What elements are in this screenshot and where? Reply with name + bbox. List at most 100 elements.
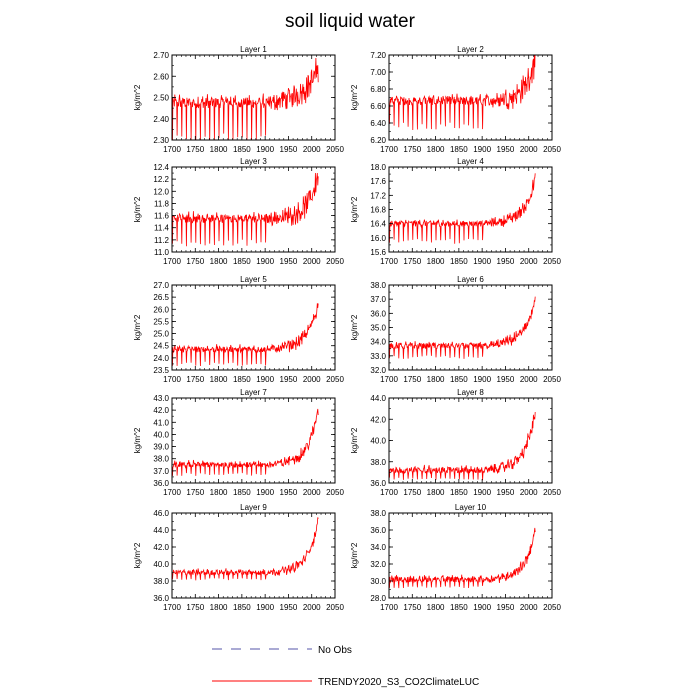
x-tick-label: 1700	[380, 488, 398, 497]
panel-layer-10: 1700 1750 1800 1850 1900 1950 2000 2050 28.0 30.0…	[350, 503, 561, 612]
x-tick-label: 1750	[186, 257, 204, 266]
y-tick-label: 11.4	[154, 224, 170, 233]
x-tick-label: 1850	[450, 488, 468, 497]
y-tick-label: 11.0	[154, 248, 170, 257]
y-axis-label: kg/m^2	[350, 84, 359, 110]
panel-layer-2: 1700 1750 1800 1850 1900 1950 2000 2050 6.20 6.40…	[350, 45, 561, 154]
x-tick-label: 1850	[233, 488, 251, 497]
y-tick-label: 32.0	[370, 560, 386, 569]
y-tick-label: 35.0	[370, 324, 386, 333]
x-tick-label: 1700	[163, 488, 181, 497]
y-tick-label: 11.8	[154, 199, 170, 208]
y-tick-label: 44.0	[370, 394, 386, 403]
x-tick-label: 2050	[543, 375, 561, 384]
panel-title: Layer 5	[240, 275, 267, 284]
x-tick-label: 1700	[163, 145, 181, 154]
x-tick-label: 1800	[427, 488, 445, 497]
y-tick-label: 16.8	[370, 206, 386, 215]
x-tick-label: 1750	[403, 603, 421, 612]
panel-layer-1: 1700 1750 1800 1850 1900 1950 2000 2050 2.30 2.40…	[133, 45, 344, 154]
panel-title: Layer 6	[457, 275, 484, 284]
model-line	[172, 408, 319, 476]
y-tick-label: 43.0	[153, 394, 169, 403]
y-tick-label: 16.0	[370, 234, 386, 243]
x-tick-label: 2000	[303, 375, 321, 384]
panel-title: Layer 4	[457, 157, 484, 166]
x-tick-label: 1900	[473, 488, 491, 497]
x-tick-label: 1800	[427, 145, 445, 154]
y-tick-label: 38.0	[370, 281, 386, 290]
y-tick-label: 11.6	[154, 212, 170, 221]
y-tick-label: 36.0	[370, 526, 386, 535]
panel-title: Layer 10	[455, 503, 487, 512]
x-tick-label: 1950	[280, 488, 298, 497]
model-line	[389, 55, 536, 131]
x-tick-label: 1800	[210, 145, 228, 154]
x-tick-label: 1750	[403, 145, 421, 154]
x-tick-label: 1900	[473, 145, 491, 154]
plot-frame	[171, 54, 336, 141]
x-tick-label: 1750	[186, 375, 204, 384]
y-tick-label: 2.40	[153, 115, 169, 124]
y-tick-label: 39.0	[153, 443, 169, 452]
y-axis-label: kg/m^2	[133, 427, 142, 453]
y-tick-label: 2.50	[153, 94, 169, 103]
x-tick-label: 1850	[233, 375, 251, 384]
y-tick-label: 32.0	[370, 366, 386, 375]
x-tick-label: 2000	[520, 145, 538, 154]
x-tick-label: 2000	[303, 257, 321, 266]
x-tick-label: 1750	[403, 375, 421, 384]
y-tick-label: 38.0	[153, 577, 169, 586]
y-tick-label: 28.0	[370, 594, 386, 603]
y-axis-label: kg/m^2	[133, 314, 142, 340]
panel-layer-7: 1700 1750 1800 1850 1900 1950 2000 2050 36.0 37.0…	[133, 388, 344, 497]
y-tick-label: 26.0	[153, 305, 169, 314]
figure-title: soil liquid water	[285, 11, 416, 32]
plot-frame	[171, 512, 336, 599]
x-tick-label: 1950	[280, 603, 298, 612]
x-tick-label: 1800	[427, 603, 445, 612]
panel-layer-9: 1700 1750 1800 1850 1900 1950 2000 2050 36.0 38.0…	[133, 503, 344, 612]
panel-title: Layer 2	[457, 45, 484, 54]
model-line	[389, 527, 536, 589]
y-tick-label: 37.0	[153, 467, 169, 476]
legend-entry: TRENDY2020_S3_CO2ClimateLUC	[212, 677, 479, 688]
y-tick-label: 36.0	[153, 479, 169, 488]
x-tick-label: 1900	[256, 375, 274, 384]
x-tick-label: 1750	[403, 488, 421, 497]
legend-label: TRENDY2020_S3_CO2ClimateLUC	[318, 677, 479, 688]
x-tick-label: 2050	[326, 603, 344, 612]
x-tick-label: 1900	[473, 257, 491, 266]
y-axis-label: kg/m^2	[133, 84, 142, 110]
panel-layer-6: 1700 1750 1800 1850 1900 1950 2000 2050 32.0 33.0…	[350, 275, 561, 384]
model-line	[389, 296, 536, 359]
x-tick-label: 1800	[427, 257, 445, 266]
x-tick-label: 1900	[473, 603, 491, 612]
y-tick-label: 25.5	[153, 317, 169, 326]
model-line	[172, 303, 319, 367]
y-tick-label: 42.0	[153, 406, 169, 415]
y-tick-label: 15.6	[370, 248, 386, 257]
y-tick-label: 12.2	[153, 175, 169, 184]
x-tick-label: 1800	[210, 375, 228, 384]
x-tick-label: 2050	[543, 488, 561, 497]
y-tick-label: 42.0	[370, 415, 386, 424]
x-tick-label: 2050	[326, 145, 344, 154]
x-tick-label: 1850	[233, 145, 251, 154]
x-tick-label: 1900	[256, 145, 274, 154]
y-tick-label: 6.80	[370, 85, 386, 94]
x-tick-label: 1950	[280, 375, 298, 384]
panel-title: Layer 7	[240, 388, 267, 397]
x-tick-label: 2000	[303, 488, 321, 497]
y-tick-label: 40.0	[370, 437, 386, 446]
x-tick-label: 1950	[497, 488, 515, 497]
x-tick-label: 1850	[450, 257, 468, 266]
y-axis-label: kg/m^2	[350, 427, 359, 453]
x-tick-label: 1850	[233, 603, 251, 612]
y-tick-label: 36.0	[370, 479, 386, 488]
x-tick-label: 1750	[186, 145, 204, 154]
x-tick-label: 1700	[163, 603, 181, 612]
x-tick-label: 1850	[450, 603, 468, 612]
x-tick-label: 1950	[497, 145, 515, 154]
